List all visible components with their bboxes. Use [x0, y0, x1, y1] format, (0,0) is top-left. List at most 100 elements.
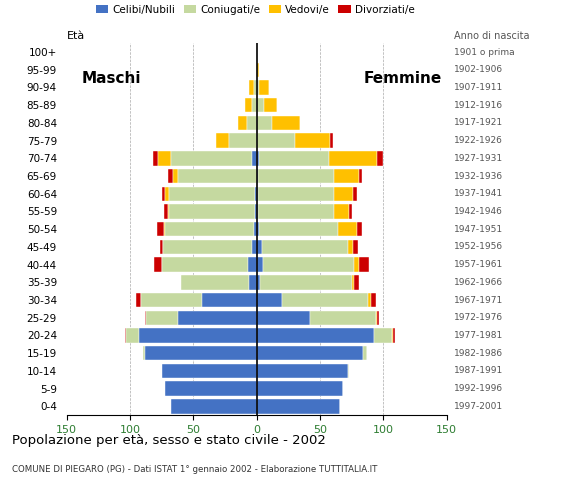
Text: 1947-1951: 1947-1951	[454, 225, 503, 234]
Bar	[260, 275, 351, 289]
Bar	[168, 204, 169, 219]
Bar	[353, 187, 357, 201]
Bar	[163, 240, 252, 254]
Bar	[238, 116, 246, 130]
Bar	[262, 240, 348, 254]
Text: 1907-1911: 1907-1911	[454, 83, 503, 92]
Bar	[353, 240, 358, 254]
Bar	[257, 364, 348, 378]
Bar	[354, 257, 359, 272]
Text: 1982-1986: 1982-1986	[454, 348, 503, 358]
Bar	[145, 311, 147, 325]
Bar	[348, 240, 353, 254]
Text: 1922-1926: 1922-1926	[454, 136, 503, 145]
Bar	[257, 382, 343, 396]
Bar	[259, 222, 338, 237]
Bar	[257, 62, 259, 77]
Bar	[142, 293, 202, 307]
Bar	[257, 169, 258, 183]
Bar	[153, 151, 158, 166]
Legend: Celibi/Nubili, Coniugati/e, Vedovi/e, Divorziati/e: Celibi/Nubili, Coniugati/e, Vedovi/e, Di…	[92, 0, 419, 19]
Bar	[252, 151, 257, 166]
Text: 1962-1966: 1962-1966	[454, 278, 503, 287]
Bar	[351, 275, 354, 289]
Bar	[126, 328, 139, 343]
Text: 1912-1916: 1912-1916	[454, 101, 503, 110]
Bar	[257, 293, 282, 307]
Bar	[255, 187, 257, 201]
Bar	[171, 399, 257, 414]
Bar	[165, 382, 257, 396]
Bar	[363, 346, 367, 360]
Bar	[263, 257, 354, 272]
Bar	[202, 293, 257, 307]
Bar	[257, 311, 310, 325]
Bar	[257, 222, 259, 237]
Bar	[157, 222, 164, 237]
Bar	[164, 222, 165, 237]
Text: Popolazione per età, sesso e stato civile - 2002: Popolazione per età, sesso e stato civil…	[12, 434, 325, 447]
Text: 1997-2001: 1997-2001	[454, 402, 503, 411]
Bar	[162, 364, 257, 378]
Bar	[359, 257, 369, 272]
Bar	[258, 204, 334, 219]
Bar	[252, 98, 257, 112]
Bar	[257, 399, 340, 414]
Text: 1927-1931: 1927-1931	[454, 154, 503, 163]
Bar	[258, 169, 334, 183]
Bar	[377, 311, 379, 325]
Bar	[171, 151, 252, 166]
Bar	[258, 187, 334, 201]
Bar	[254, 80, 257, 95]
Bar	[139, 328, 257, 343]
Bar	[338, 222, 357, 237]
Text: Età: Età	[67, 31, 85, 40]
Bar	[264, 98, 277, 112]
Bar	[162, 187, 165, 201]
Bar	[252, 240, 257, 254]
Bar	[334, 169, 359, 183]
Bar	[161, 240, 163, 254]
Text: 1987-1991: 1987-1991	[454, 366, 503, 375]
Bar	[229, 133, 257, 148]
Bar	[181, 275, 249, 289]
Text: Femmine: Femmine	[363, 71, 441, 86]
Bar	[246, 116, 257, 130]
Bar	[257, 80, 259, 95]
Bar	[354, 275, 359, 289]
Text: 1952-1956: 1952-1956	[454, 242, 503, 252]
Bar	[257, 257, 263, 272]
Bar	[257, 346, 363, 360]
Text: 1937-1941: 1937-1941	[454, 189, 503, 198]
Bar	[248, 257, 257, 272]
Text: COMUNE DI PIEGARO (PG) - Dati ISTAT 1° gennaio 2002 - Elaborazione TUTTITALIA.IT: COMUNE DI PIEGARO (PG) - Dati ISTAT 1° g…	[12, 465, 377, 474]
Bar	[136, 293, 142, 307]
Bar	[254, 222, 257, 237]
Bar	[145, 346, 257, 360]
Bar	[165, 222, 254, 237]
Bar	[154, 257, 162, 272]
Bar	[348, 364, 349, 378]
Text: 1972-1976: 1972-1976	[454, 313, 503, 322]
Bar	[178, 169, 257, 183]
Bar	[376, 311, 377, 325]
Bar	[125, 328, 126, 343]
Bar	[334, 204, 349, 219]
Bar	[165, 187, 169, 201]
Bar	[158, 151, 171, 166]
Text: 1942-1946: 1942-1946	[454, 207, 503, 216]
Bar	[393, 328, 394, 343]
Bar	[257, 204, 258, 219]
Bar	[162, 257, 248, 272]
Bar	[329, 151, 377, 166]
Text: 1967-1971: 1967-1971	[454, 296, 503, 304]
Bar	[357, 222, 362, 237]
Bar	[147, 311, 178, 325]
Bar	[259, 80, 269, 95]
Bar	[257, 98, 264, 112]
Bar	[330, 133, 333, 148]
Bar	[257, 133, 295, 148]
Text: 1957-1961: 1957-1961	[454, 260, 503, 269]
Bar	[257, 151, 259, 166]
Bar	[257, 328, 375, 343]
